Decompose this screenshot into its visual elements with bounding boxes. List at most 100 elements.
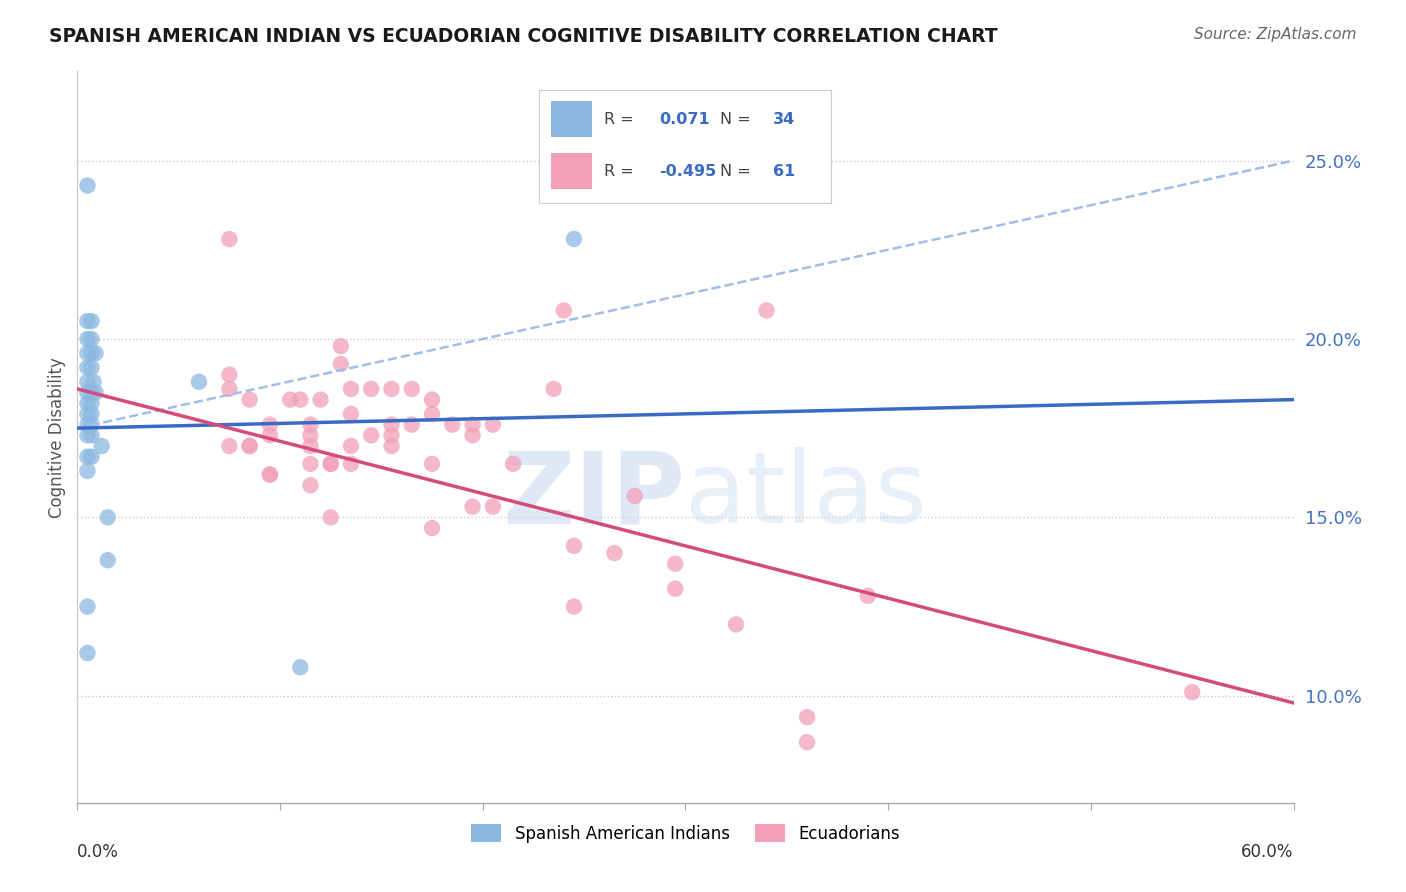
Point <box>239 439 262 453</box>
Point <box>90 439 112 453</box>
Point <box>562 539 585 553</box>
Point <box>380 382 402 396</box>
Point <box>380 439 402 453</box>
Point <box>482 500 505 514</box>
Point <box>340 382 363 396</box>
Point <box>329 357 352 371</box>
Point <box>76 428 98 442</box>
Point <box>80 385 103 400</box>
Point <box>360 382 382 396</box>
Point <box>329 339 352 353</box>
Point <box>76 332 98 346</box>
Point <box>319 510 342 524</box>
Point <box>796 735 818 749</box>
Point <box>461 417 484 432</box>
Point <box>80 407 103 421</box>
Point <box>218 232 240 246</box>
Point <box>76 450 98 464</box>
Point <box>420 457 443 471</box>
Point <box>278 392 301 407</box>
Point <box>360 428 382 442</box>
Point <box>299 478 322 492</box>
Point <box>80 428 103 442</box>
Point <box>856 589 879 603</box>
Point <box>290 392 312 407</box>
Point <box>664 582 686 596</box>
Point <box>796 710 818 724</box>
Point <box>188 375 211 389</box>
Point <box>76 396 98 410</box>
Point <box>340 439 363 453</box>
Point <box>441 417 464 432</box>
Point <box>76 646 98 660</box>
Point <box>259 467 281 482</box>
Point <box>420 407 443 421</box>
Legend: Spanish American Indians, Ecuadorians: Spanish American Indians, Ecuadorians <box>464 818 907 849</box>
Point <box>309 392 332 407</box>
Point <box>562 232 585 246</box>
Point <box>340 457 363 471</box>
Point <box>80 346 103 360</box>
Point <box>97 553 120 567</box>
Point <box>76 407 98 421</box>
Point <box>76 599 98 614</box>
Point <box>80 417 103 432</box>
Point <box>97 510 120 524</box>
Point <box>84 385 107 400</box>
Point <box>76 464 98 478</box>
Text: 0.0%: 0.0% <box>77 843 120 861</box>
Point <box>218 368 240 382</box>
Point <box>76 346 98 360</box>
Text: Source: ZipAtlas.com: Source: ZipAtlas.com <box>1194 27 1357 42</box>
Point <box>76 178 98 193</box>
Point <box>80 396 103 410</box>
Point <box>239 392 262 407</box>
Point <box>259 417 281 432</box>
Point <box>401 417 423 432</box>
Point <box>380 428 402 442</box>
Point <box>299 428 322 442</box>
Point <box>76 417 98 432</box>
Text: SPANISH AMERICAN INDIAN VS ECUADORIAN COGNITIVE DISABILITY CORRELATION CHART: SPANISH AMERICAN INDIAN VS ECUADORIAN CO… <box>49 27 998 45</box>
Point <box>543 382 565 396</box>
Point <box>80 314 103 328</box>
Text: 60.0%: 60.0% <box>1241 843 1294 861</box>
Point <box>461 428 484 442</box>
Point <box>603 546 626 560</box>
Point <box>259 428 281 442</box>
Point <box>725 617 748 632</box>
Point <box>84 346 107 360</box>
Point <box>420 392 443 407</box>
Point <box>80 332 103 346</box>
Point <box>259 467 281 482</box>
Point <box>420 521 443 535</box>
Point <box>80 360 103 375</box>
Point <box>290 660 312 674</box>
Point <box>76 385 98 400</box>
Point <box>76 375 98 389</box>
Point <box>401 382 423 396</box>
Point <box>664 557 686 571</box>
Point <box>80 450 103 464</box>
Point <box>319 457 342 471</box>
Point <box>299 417 322 432</box>
Text: ZIP: ZIP <box>502 447 686 544</box>
Point <box>299 439 322 453</box>
Point <box>83 375 105 389</box>
Point <box>218 382 240 396</box>
Point <box>1181 685 1204 699</box>
Point <box>755 303 778 318</box>
Point <box>239 439 262 453</box>
Point <box>380 417 402 432</box>
Point <box>218 439 240 453</box>
Point <box>502 457 524 471</box>
Point <box>553 303 575 318</box>
Point <box>461 500 484 514</box>
Point <box>562 599 585 614</box>
Point <box>340 407 363 421</box>
Text: atlas: atlas <box>686 447 927 544</box>
Point <box>299 457 322 471</box>
Point <box>623 489 645 503</box>
Point <box>76 314 98 328</box>
Point <box>76 360 98 375</box>
